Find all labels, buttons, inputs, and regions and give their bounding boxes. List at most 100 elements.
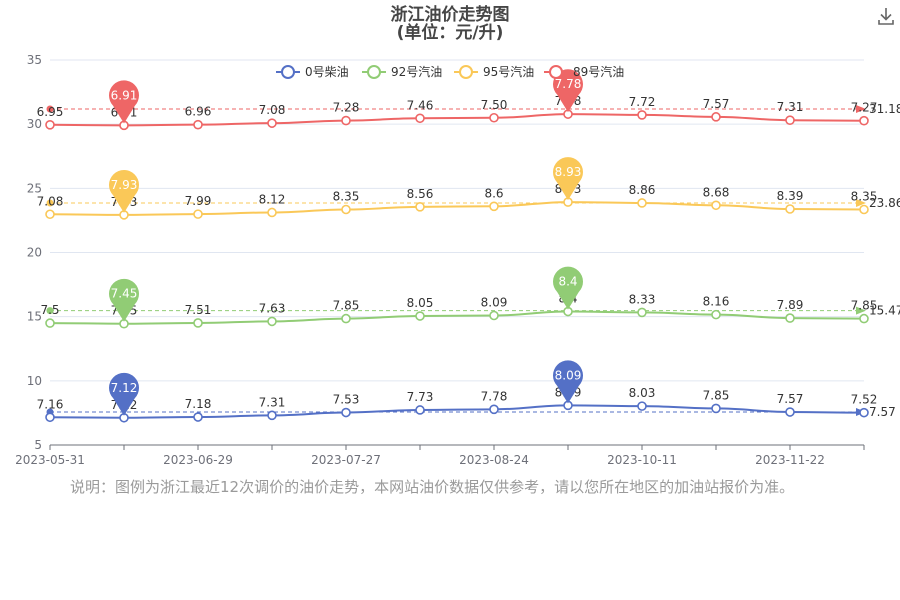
min-marker: 7.45 [109,278,140,322]
data-point [193,209,203,219]
data-point [341,313,351,324]
data-point [341,407,351,418]
data-point [489,112,499,123]
data-label: 7.5 [40,303,59,317]
data-label: 8.35 [851,190,878,204]
series-line [49,404,865,419]
average-line-arrow [856,306,866,315]
data-label: 7.18 [185,397,212,411]
x-axis: 2023-05-31 2023-06-29 2023-07-27 2023-08-24… [15,444,865,467]
data-point [267,207,277,218]
data-point [489,404,499,415]
data-label: 7.53 [333,393,360,407]
data-label: 7.08 [37,194,64,208]
average-label: 23.86 [869,196,900,210]
chart-note: 说明：图例为浙江最近12次调价的油价走势，本网站油价数据仅供参考，请以您所在地区… [70,478,795,496]
pin-label: 7.12 [111,381,138,395]
data-point [193,318,203,328]
data-point [193,412,203,422]
series-2: 23.86 7.08 7.93 7.99 8.12 8.35 8.56 8.6 8.93 8.86… [37,157,900,220]
data-point [859,204,869,215]
data-label: 7.89 [777,298,804,312]
y-tick-label: 25 [27,181,42,195]
max-marker: 7.78 [553,69,583,113]
pin-label: 7.78 [555,77,582,91]
data-label: 8.39 [777,189,804,203]
download-icon[interactable] [876,6,896,26]
data-label: 7.63 [259,301,286,315]
pin-shape [109,80,140,124]
average-line-start [46,105,54,113]
average-line-arrow [856,105,866,114]
data-point [859,115,869,126]
data-label: 7.78 [481,389,508,403]
legend-item-3[interactable]: 89号汽油 [544,64,624,79]
pin-shape [553,360,583,404]
x-tick-label: 2023-07-27 [311,453,381,467]
x-tick-label: 2023-06-29 [163,453,233,467]
data-label: 7.16 [37,397,64,411]
data-label: 7.50 [481,98,508,112]
y-axis: 5 10 15 20 25 30 35 [27,53,42,452]
data-label: 6.95 [37,105,64,119]
legend-marker [367,65,381,79]
pin-label: 6.91 [111,88,138,102]
pin-shape [553,157,583,201]
legend-marker [281,65,295,79]
data-label: 7.85 [703,388,730,402]
series-line [49,310,865,325]
chart-subtitle: (单位：元/升) [397,22,504,43]
data-label: 7.27 [851,101,878,115]
max-marker: 8.93 [553,157,583,201]
x-tick-label: 2023-05-31 [15,453,85,467]
legend[interactable]: 0号柴油 92号汽油 95号汽油 89号汽油 [276,64,624,79]
series-line [49,201,865,216]
data-label: 7.73 [407,390,434,404]
data-label: 7.28 [333,101,360,115]
legend-marker [549,65,563,79]
pin-label: 8.93 [555,165,582,179]
max-marker: 8.09 [553,360,583,404]
data-label: 8.16 [703,295,730,309]
pin-shape [109,169,140,213]
legend-marker [459,65,473,79]
data-label: 7.31 [259,395,286,409]
legend-item-1[interactable]: 92号汽油 [362,64,442,79]
data-point [267,410,277,421]
legend-label: 0号柴油 [305,65,349,79]
data-point [45,318,55,328]
data-label: 7.51 [185,303,212,317]
data-point [415,202,425,212]
average-line-arrow [856,198,866,207]
y-tick-label: 5 [34,438,42,452]
data-point [489,310,499,321]
legend-label: 89号汽油 [573,64,624,79]
data-label: 8.05 [407,296,434,310]
min-marker: 7.93 [109,169,140,213]
data-point [267,316,277,327]
data-point [341,115,351,126]
max-marker: 8.4 [553,266,583,310]
data-point [785,407,795,417]
x-tick-label: 2023-10-11 [607,453,677,467]
data-point [489,201,499,212]
min-marker: 6.91 [109,80,140,124]
min-marker: 7.12 [109,372,140,416]
chart-title: 浙江油价走势图 [391,4,510,25]
pin-shape [109,372,140,416]
average-label: 31.18 [869,102,900,116]
data-point [637,198,647,208]
x-tick-label: 2023-08-24 [459,453,529,467]
pin-label: 7.93 [111,178,138,192]
data-label: 7.99 [185,194,212,208]
data-point [415,405,425,415]
pin-shape [553,266,583,310]
legend-item-0[interactable]: 0号柴油 [276,65,349,79]
data-label: 8.6 [484,186,503,200]
grid-lines [50,59,864,382]
series-1: 15.47 7.5 7.45 7.51 7.63 7.85 8.05 8.09 8.4 8.33 8… [40,266,900,329]
data-label: 8.56 [407,187,434,201]
data-label: 8.35 [333,190,360,204]
legend-item-2[interactable]: 95号汽油 [454,64,534,79]
